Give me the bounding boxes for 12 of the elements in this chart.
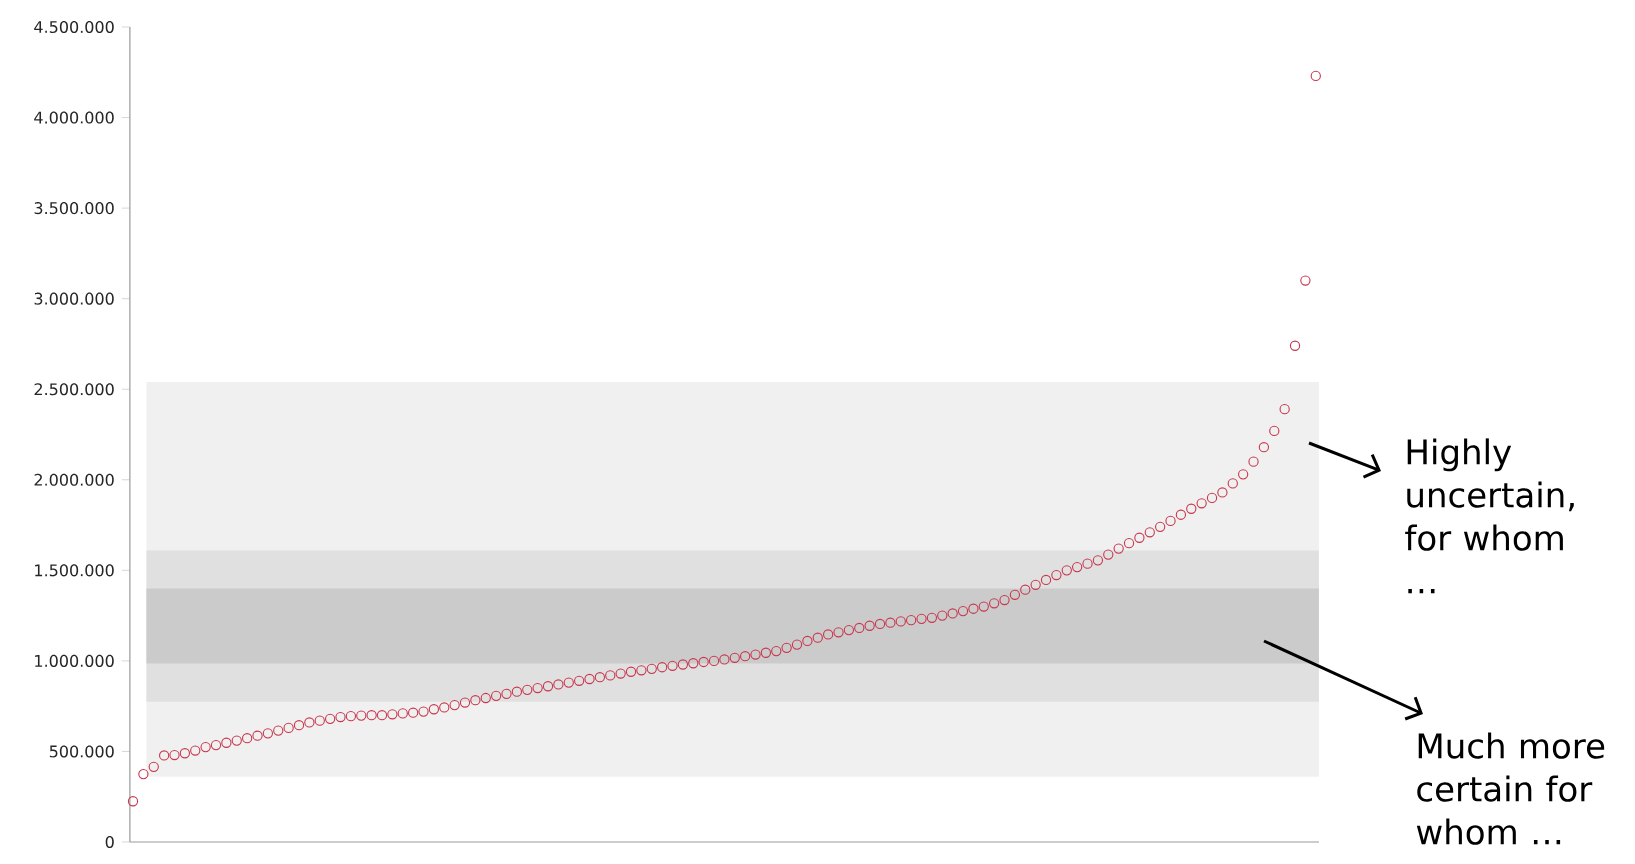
text: Highly uncertain, for whom … [1405,438,1574,594]
y-tick-label: 2.000.000 [34,473,114,486]
y-tick-label: 2.500.000 [34,383,114,396]
y-tick-label: 1.000.000 [35,654,114,667]
y-tick-label: 1.500.000 [35,564,114,577]
y-tick-label: 0 [105,835,114,849]
y-tick-label: 3.000.000 [34,292,114,305]
text: Much more certain for whom … [1416,732,1605,845]
y-tick-label: 4.000.000 [34,111,114,124]
y-tick-label: 3.500.000 [34,202,114,215]
y-tick-label: 500.000 [49,745,114,758]
y-tick-label: 4.500.000 [34,20,114,34]
